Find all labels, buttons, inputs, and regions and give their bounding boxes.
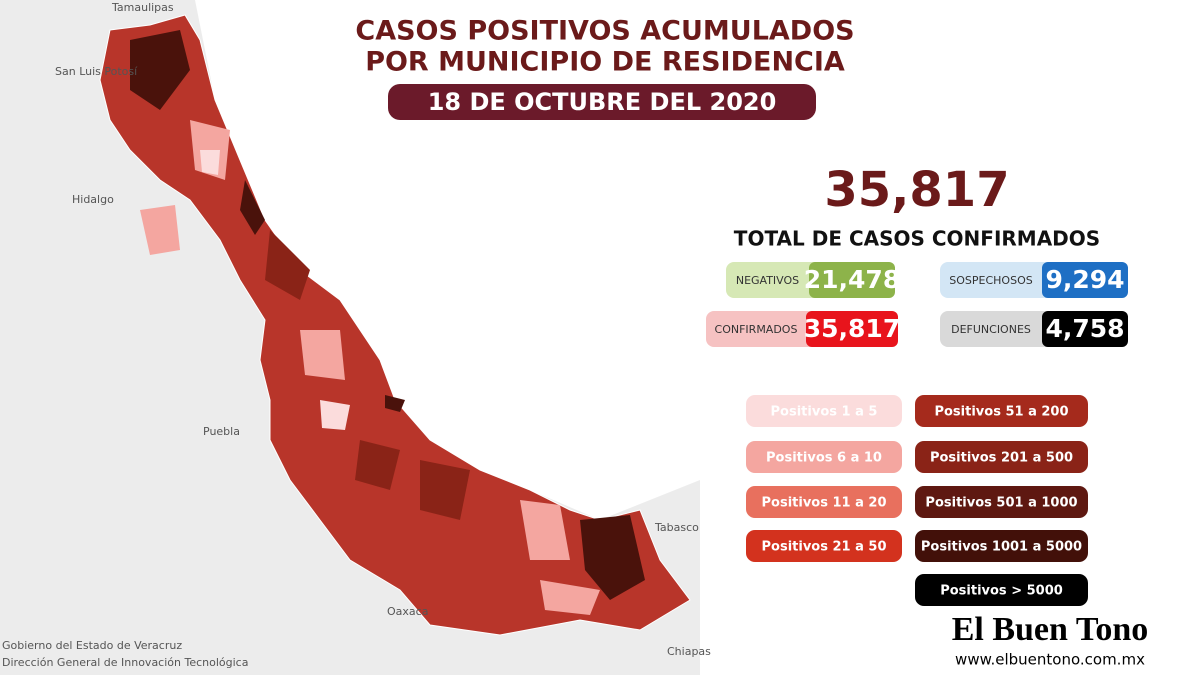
stat-label: SOSPECHOSOS bbox=[949, 274, 1032, 287]
stat-value: 21,478 bbox=[804, 265, 900, 294]
legend-swatch bbox=[915, 395, 1088, 427]
state-label: Chiapas bbox=[667, 645, 711, 658]
stat-value: 9,294 bbox=[1045, 265, 1124, 294]
legend-swatch bbox=[915, 530, 1088, 562]
brand-name: El Buen Tono bbox=[952, 611, 1149, 648]
legend-label: Positivos 6 a 10 bbox=[766, 451, 882, 466]
stat-value-box bbox=[809, 262, 895, 298]
legend-swatch bbox=[746, 530, 902, 562]
legend-label: Positivos 201 a 500 bbox=[930, 451, 1073, 466]
state-label: Tabasco bbox=[654, 521, 699, 534]
legend-label: Positivos 11 a 20 bbox=[762, 496, 887, 511]
title: POR MUNICIPIO DE RESIDENCIA bbox=[365, 47, 845, 78]
legend-label: Positivos > 5000 bbox=[940, 584, 1063, 599]
legend-label: Positivos 51 a 200 bbox=[934, 405, 1068, 420]
title: CASOS POSITIVOS ACUMULADOS bbox=[355, 16, 854, 47]
region-dark bbox=[130, 30, 645, 600]
legend-swatch bbox=[746, 395, 902, 427]
stat-label: DEFUNCIONES bbox=[951, 323, 1031, 336]
date: 18 DE OCTUBRE DEL 2020 bbox=[428, 88, 777, 116]
stat-value-box bbox=[1042, 262, 1128, 298]
stat-value-box bbox=[1042, 311, 1128, 347]
stat-value-box bbox=[806, 311, 898, 347]
region-mid bbox=[265, 230, 470, 520]
source: Gobierno del Estado de Veracruz bbox=[2, 639, 182, 652]
state-label: Oaxaca bbox=[387, 605, 428, 618]
stat-value: 4,758 bbox=[1045, 314, 1124, 343]
legend-swatch bbox=[915, 486, 1088, 518]
legend-label: Positivos 1001 a 5000 bbox=[921, 540, 1082, 555]
legend-swatch bbox=[746, 486, 902, 518]
state-label: Hidalgo bbox=[72, 193, 114, 206]
brand-url: www.elbuentono.com.mx bbox=[955, 651, 1145, 669]
legend-swatch bbox=[746, 441, 902, 473]
state-label: San Luis Potosí bbox=[55, 65, 138, 78]
total-value: 35,817 bbox=[824, 162, 1009, 218]
legend-swatch bbox=[915, 441, 1088, 473]
legend-swatch bbox=[915, 574, 1088, 606]
state-label: Tamaulipas bbox=[111, 1, 174, 14]
legend-label: Positivos 501 a 1000 bbox=[925, 496, 1077, 511]
legend-label: Positivos 1 a 5 bbox=[771, 405, 878, 420]
date-bar bbox=[388, 84, 816, 120]
source: Dirección General de Innovación Tecnológ… bbox=[2, 656, 248, 669]
stat-label: NEGATIVOS bbox=[736, 274, 799, 287]
stat-label: CONFIRMADOS bbox=[715, 323, 798, 336]
total-label: TOTAL DE CASOS CONFIRMADOS bbox=[734, 227, 1100, 251]
legend-label: Positivos 21 a 50 bbox=[762, 540, 887, 555]
state-label: Puebla bbox=[203, 425, 240, 438]
stat-value: 35,817 bbox=[804, 314, 900, 343]
